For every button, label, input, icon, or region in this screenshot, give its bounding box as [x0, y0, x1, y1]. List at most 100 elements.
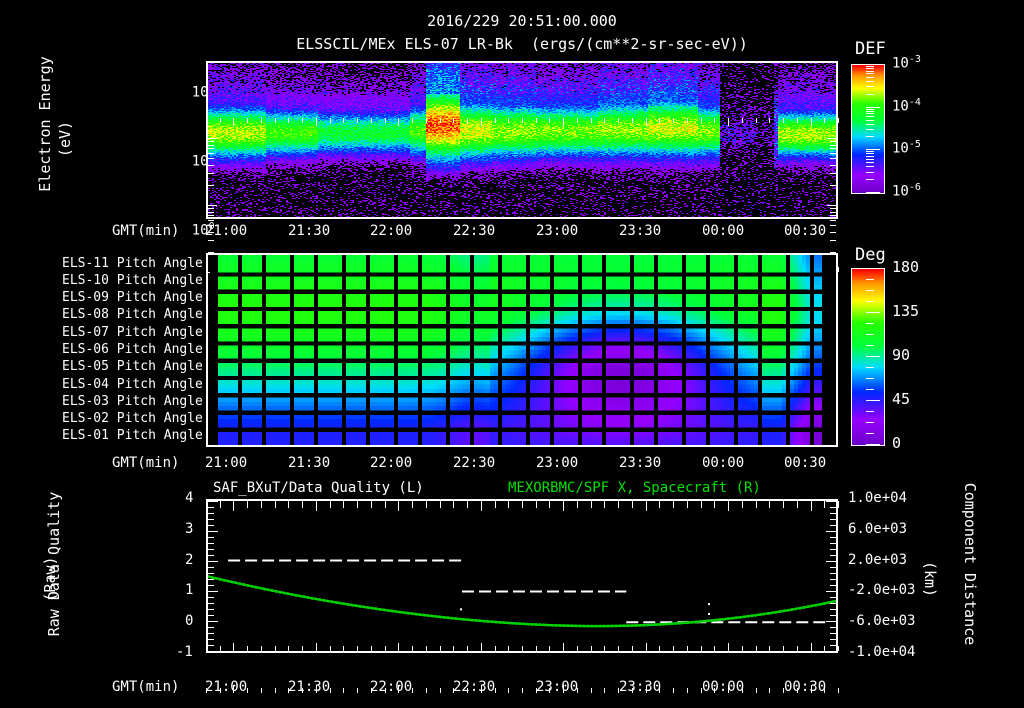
panel3-ytick-left: 2	[185, 552, 194, 568]
axis-tick	[866, 124, 874, 125]
axis-tick	[208, 609, 214, 610]
axis-tick	[563, 685, 564, 693]
axis-tick	[728, 643, 729, 651]
axis-tick	[866, 433, 874, 434]
axis-tick	[797, 501, 798, 506]
axis-tick-label: 21:00	[205, 455, 248, 471]
axis-tick	[830, 585, 836, 586]
colorbar-deg-gradient	[851, 268, 885, 446]
axis-tick	[288, 118, 289, 123]
axis-tick	[866, 120, 874, 121]
axis-tick	[866, 109, 874, 110]
axis-tick	[208, 585, 214, 586]
axis-tick	[632, 501, 633, 506]
axis-tick	[220, 646, 221, 651]
pitch-angle-row-label: ELS-08 Pitch Angle	[62, 307, 203, 323]
axis-tick	[208, 645, 214, 646]
axis-tick	[412, 646, 413, 651]
spectrogram-image	[208, 63, 836, 217]
axis-tick	[830, 185, 836, 186]
axis-tick	[830, 597, 836, 598]
panel3-plot-frame	[206, 499, 838, 653]
axis-tick	[208, 633, 214, 634]
axis-tick	[275, 688, 276, 693]
axis-tick	[206, 118, 207, 123]
axis-tick-label: 00:30	[784, 223, 827, 239]
axis-tick	[536, 118, 537, 123]
axis-tick	[811, 643, 812, 651]
colorbar-deg-tick-label: 0	[892, 434, 902, 452]
panel3-right-title: MEXORBMC/SPF X, Spacecraft (R)	[508, 480, 761, 496]
axis-tick-label: 00:00	[702, 679, 745, 695]
axis-tick	[208, 615, 214, 616]
header-subtitle: ELSSCIL/MEx ELS-07 LR-Bk (ergs/(cm**2-sr…	[296, 35, 748, 53]
axis-tick	[247, 688, 248, 693]
panel3-left-title: SAF_BXuT/Data Quality (L)	[213, 480, 424, 496]
axis-tick-label: 22:30	[453, 455, 496, 471]
axis-tick	[208, 215, 214, 216]
colorbar-deg-tick-label: 180	[892, 258, 920, 276]
axis-tick	[742, 646, 743, 651]
axis-tick	[495, 646, 496, 651]
axis-tick	[838, 688, 839, 693]
axis-tick	[522, 501, 523, 506]
axis-tick	[288, 501, 289, 506]
axis-tick	[866, 356, 880, 357]
axis-tick	[866, 68, 874, 69]
panel1-xlabel: GMT(min)	[112, 223, 180, 239]
axis-tick	[398, 118, 399, 126]
axis-tick	[453, 501, 454, 506]
axis-tick-label: 23:00	[536, 455, 579, 471]
axis-tick	[208, 567, 214, 568]
axis-tick	[728, 501, 729, 509]
axis-tick	[866, 422, 874, 423]
axis-tick	[385, 118, 386, 123]
axis-tick	[866, 279, 874, 280]
axis-tick	[208, 537, 214, 538]
axis-tick	[756, 501, 757, 506]
axis-tick	[495, 501, 496, 506]
pitch-angle-row-label: ELS-07 Pitch Angle	[62, 324, 203, 340]
axis-tick	[467, 688, 468, 693]
axis-tick	[687, 501, 688, 506]
panel1-ytick-0-base: 10	[191, 222, 209, 239]
axis-tick	[783, 646, 784, 651]
axis-tick-label: 21:30	[288, 455, 331, 471]
colorbar-def-tick-label: 10-4	[892, 97, 921, 115]
axis-tick	[426, 501, 427, 506]
axis-tick	[866, 162, 874, 163]
axis-tick	[646, 118, 647, 126]
axis-tick	[742, 688, 743, 693]
axis-tick	[687, 688, 688, 693]
colorbar-def-tick-label: 10-6	[892, 182, 921, 200]
pitch-angle-row-label: ELS-09 Pitch Angle	[62, 290, 203, 306]
axis-tick	[866, 290, 874, 291]
panel3-ytick-right: 2.0e+03	[848, 552, 908, 568]
axis-tick	[208, 173, 214, 174]
panel-electron-energy-spectrogram: Electron Energy (eV) 102 101 100	[0, 55, 1024, 273]
axis-tick	[206, 688, 207, 693]
axis-tick	[208, 185, 214, 186]
axis-tick	[866, 411, 874, 412]
axis-tick	[824, 646, 825, 651]
axis-tick	[714, 501, 715, 506]
panel3-ylabel-line2: (Raw)	[41, 556, 59, 602]
axis-tick	[495, 118, 496, 123]
axis-tick	[440, 501, 441, 506]
axis-tick	[233, 501, 234, 509]
axis-tick	[830, 633, 836, 634]
axis-tick	[830, 645, 836, 646]
axis-tick	[208, 579, 214, 580]
pitch-angle-row-label: ELS-03 Pitch Angle	[62, 393, 203, 409]
axis-tick	[522, 688, 523, 693]
axis-tick	[206, 646, 207, 651]
axis-tick	[659, 688, 660, 693]
pitch-angle-row-label: ELS-05 Pitch Angle	[62, 359, 203, 375]
panel3-ytick-left: 4	[185, 490, 194, 506]
axis-tick	[233, 643, 234, 651]
axis-tick	[508, 118, 509, 123]
axis-tick	[398, 685, 399, 693]
axis-tick-label: 23:00	[536, 223, 579, 239]
colorbar-def-title: DEF	[855, 39, 886, 59]
axis-tick	[591, 688, 592, 693]
